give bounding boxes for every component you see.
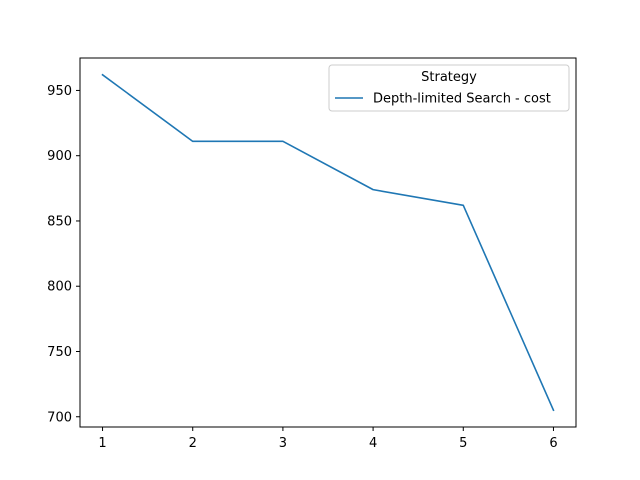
x-tick-label: 5: [459, 436, 467, 451]
y-tick-label: 700: [47, 410, 72, 425]
y-tick-label: 750: [47, 345, 72, 360]
legend-box: [328, 64, 570, 112]
x-tick-label: 3: [279, 436, 287, 451]
axes-frame: [79, 57, 577, 428]
axes-layer: 1 2 3 4 5 6 700 750 800 850 900 950: [47, 57, 577, 451]
legend-entry-label: Depth-limited Search - cost: [373, 92, 551, 107]
legend: Strategy Depth-limited Search - cost: [328, 64, 570, 112]
x-tick-label: 6: [549, 436, 557, 451]
y-tick-label: 800: [47, 280, 72, 295]
x-tick-label: 2: [189, 436, 197, 451]
series-line: [101, 73, 555, 412]
y-tick-label: 950: [47, 84, 72, 99]
y-tick-label: 900: [47, 149, 72, 164]
legend-title: Strategy: [421, 70, 477, 85]
y-tick-label: 850: [47, 214, 72, 229]
series-layer: [101, 73, 555, 412]
x-tick-label: 1: [98, 436, 106, 451]
x-tick-label: 4: [369, 436, 377, 451]
